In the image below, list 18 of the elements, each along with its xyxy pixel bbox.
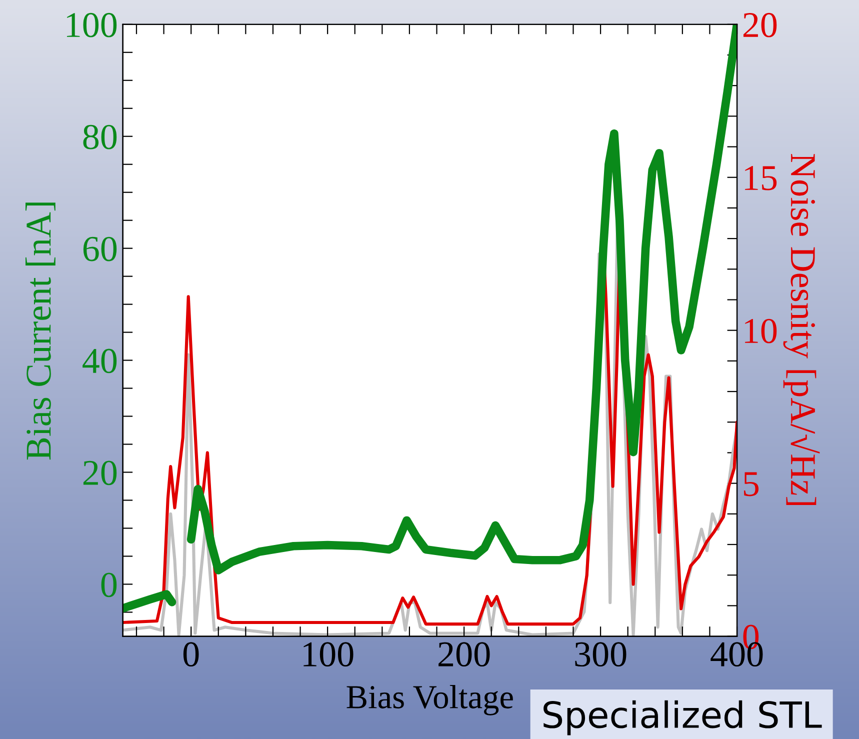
- x-tick-label: 200: [438, 642, 490, 667]
- y-tick-label: 0: [101, 572, 117, 598]
- text: Specialized STL: [544, 700, 822, 736]
- y-tick-label: 20: [83, 460, 117, 486]
- y-tick-label: 60: [83, 236, 117, 262]
- x-axis-title: Bias Voltage: [346, 685, 513, 716]
- y2-tick-label: 5: [744, 472, 759, 496]
- y2-tick-label: 20: [743, 12, 777, 38]
- y2-axis-title: Noise Desnity [pA/√Hz]: [783, 154, 820, 506]
- x-tick-label: 300: [575, 642, 626, 667]
- x-tick-label: 0: [183, 642, 199, 667]
- y2-tick-label: 15: [745, 166, 777, 190]
- y-tick-label: 100: [66, 12, 117, 38]
- y-tick-label: 40: [82, 348, 117, 374]
- y-tick-label: 80: [83, 124, 117, 150]
- y-axis-title: Bias Current [nA]: [26, 202, 56, 460]
- x-tick-label: 100: [304, 642, 354, 667]
- y2-tick-label: 10: [745, 318, 777, 344]
